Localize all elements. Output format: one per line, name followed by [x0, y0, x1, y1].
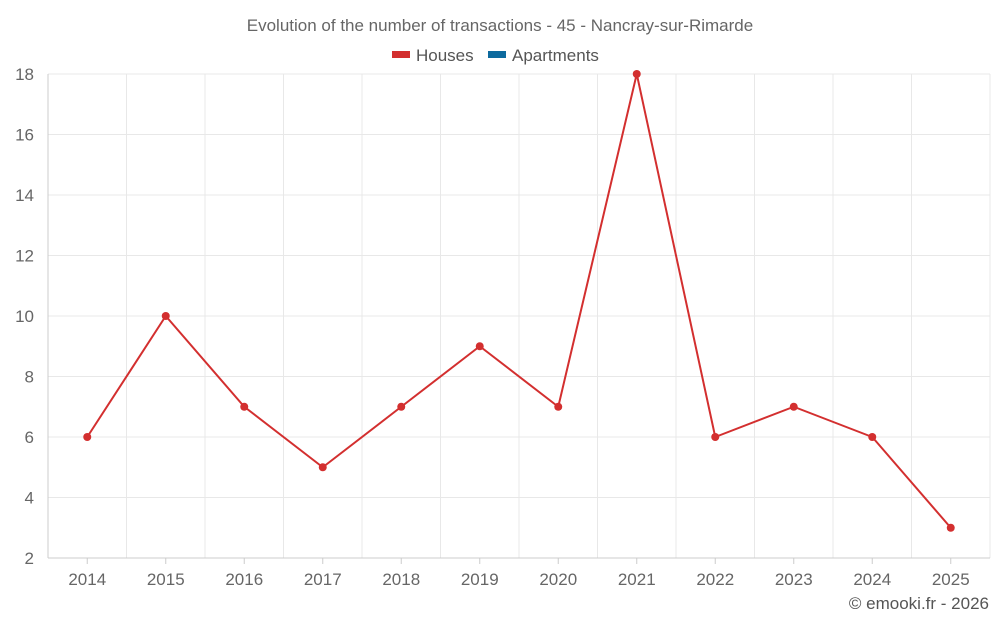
y-axis-ticks: 2 4 6 8 10 12 14 16 18	[15, 65, 34, 568]
chart-title: Evolution of the number of transactions …	[247, 16, 753, 35]
x-tick-label: 2015	[147, 570, 185, 589]
series-line-houses	[86, 73, 952, 529]
data-point-houses[interactable]	[83, 433, 92, 441]
x-tick-label: 2020	[539, 570, 577, 589]
data-point-houses[interactable]	[554, 402, 563, 411]
series-layer	[83, 70, 955, 532]
y-tick-label: 8	[25, 368, 34, 387]
x-tick-label: 2021	[618, 570, 656, 589]
credit-text: © emooki.fr - 2026	[849, 594, 989, 613]
x-tick-label: 2014	[68, 570, 106, 589]
y-tick-label: 14	[15, 186, 34, 205]
y-tick-label: 16	[15, 126, 34, 145]
legend-label-houses: Houses	[416, 46, 474, 65]
legend: Houses Apartments	[392, 46, 599, 65]
x-tick-label: 2018	[382, 570, 420, 589]
data-point-houses[interactable]	[397, 402, 406, 411]
grid	[47, 73, 991, 559]
y-tick-label: 4	[25, 489, 34, 508]
legend-swatch-houses	[392, 51, 410, 58]
x-tick-label: 2024	[853, 570, 891, 589]
x-tick-label: 2017	[304, 570, 342, 589]
y-tick-label: 10	[15, 307, 34, 326]
x-tick-label: 2016	[225, 570, 263, 589]
data-point-houses[interactable]	[868, 433, 877, 441]
legend-label-apartments: Apartments	[512, 46, 599, 65]
y-tick-label: 12	[15, 247, 34, 266]
data-point-houses[interactable]	[318, 463, 327, 472]
data-point-houses[interactable]	[240, 402, 249, 411]
data-point-houses[interactable]	[946, 523, 955, 532]
axes	[47, 74, 990, 564]
x-tick-label: 2022	[696, 570, 734, 589]
data-point-houses[interactable]	[789, 402, 798, 411]
x-axis-ticks: 2014 2015 2016 2017 2018 2019 2020 2021 2022 2023…	[68, 570, 969, 589]
y-tick-label: 2	[25, 549, 34, 568]
x-tick-label: 2025	[932, 570, 970, 589]
y-tick-label: 18	[15, 65, 34, 84]
data-point-houses[interactable]	[632, 70, 641, 78]
x-tick-label: 2023	[775, 570, 813, 589]
x-tick-label: 2019	[461, 570, 499, 589]
data-point-houses[interactable]	[711, 433, 720, 441]
data-point-houses[interactable]	[161, 312, 170, 320]
y-tick-label: 6	[25, 428, 34, 447]
data-point-houses[interactable]	[475, 342, 484, 351]
legend-swatch-apartments	[488, 51, 506, 58]
